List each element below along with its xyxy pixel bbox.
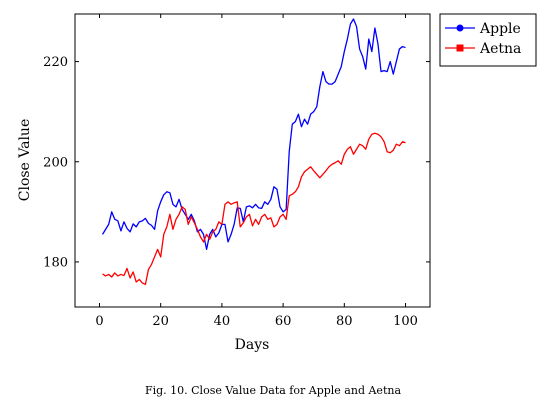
y-tick-label: 200: [43, 155, 68, 170]
plot-frame: [74, 13, 431, 308]
series-layer: [101, 18, 406, 286]
x-tick-label: 100: [393, 314, 418, 329]
x-tick-label: 80: [336, 314, 353, 329]
x-tick-label: 60: [275, 314, 292, 329]
x-axis-label: Days: [235, 337, 270, 353]
aetna-series-line: [102, 132, 406, 286]
aetna-legend-label: Aetna: [479, 41, 521, 57]
x-tick-label: 0: [95, 314, 103, 329]
x-tick-label: 40: [214, 314, 231, 329]
apple-series-line: [101, 18, 406, 251]
x-axis: 0 20 40 60 80 100: [95, 14, 418, 329]
apple-legend-label: Apple: [479, 21, 521, 37]
y-tick-label: 180: [43, 255, 68, 270]
aetna-legend-marker: [456, 44, 464, 52]
y-tick-label: 220: [43, 55, 68, 70]
legend: Apple Aetna: [439, 13, 537, 67]
legend-box: [439, 13, 537, 67]
figure-caption: Fig. 10. Close Value Data for Apple and …: [144, 384, 402, 397]
apple-legend-marker: [456, 24, 464, 32]
x-tick-label: 20: [152, 314, 169, 329]
y-axis: 180 200 220: [43, 55, 430, 270]
y-axis-label: Close Value: [17, 119, 33, 202]
